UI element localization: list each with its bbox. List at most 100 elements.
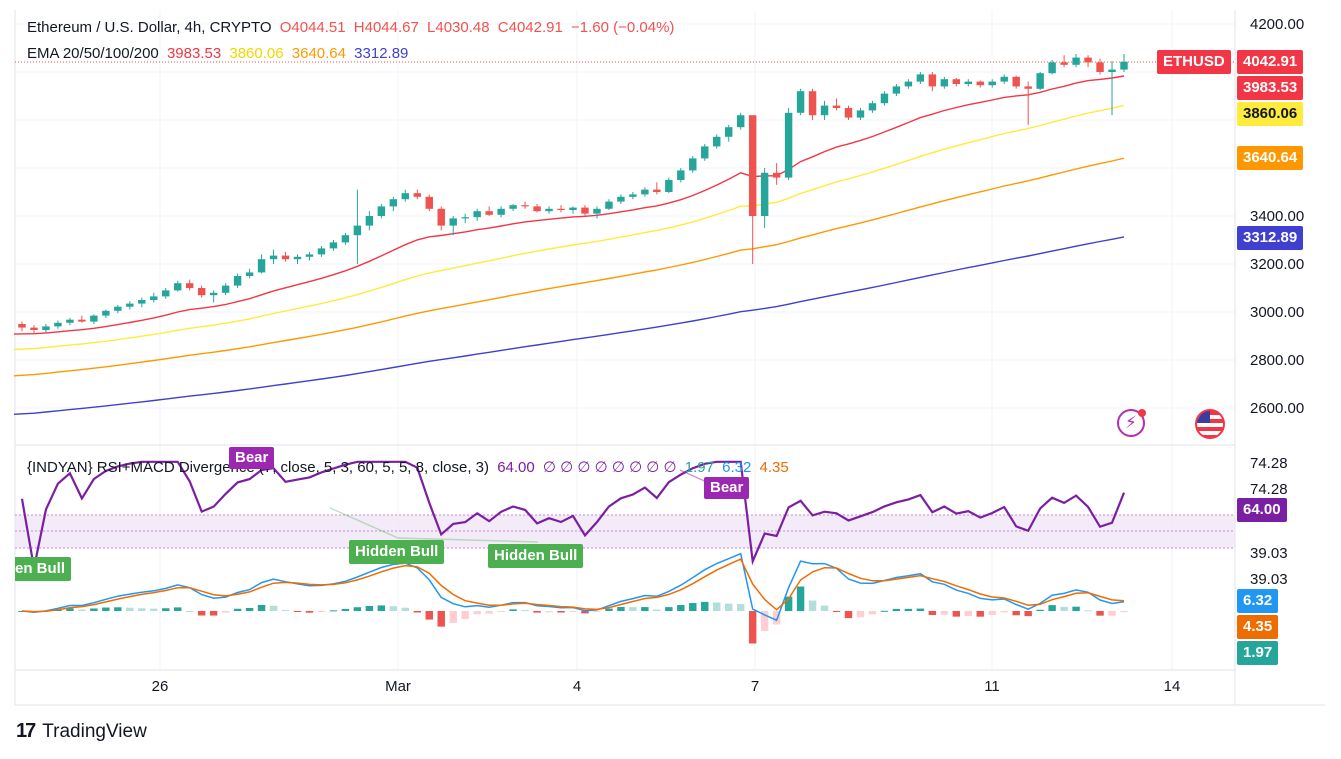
- histogram-bar: [557, 611, 565, 613]
- histogram-bar: [569, 611, 577, 612]
- candle: [940, 76, 949, 89]
- ohlc-close: C4042.91: [497, 19, 563, 36]
- histogram-bar: [1024, 611, 1032, 617]
- histogram-bar: [138, 608, 146, 611]
- grid-lines: [15, 10, 1235, 670]
- ema200-value: 3312.89: [354, 45, 409, 62]
- candle: [820, 100, 829, 120]
- histogram-bar: [233, 608, 242, 611]
- candle: [856, 108, 865, 120]
- candle: [317, 246, 326, 257]
- candle: [365, 211, 374, 231]
- candle: [30, 325, 38, 334]
- lightning-icon[interactable]: ⚡: [1117, 409, 1145, 437]
- ema20-tag: 3983.53: [1237, 76, 1304, 100]
- candle: [1096, 58, 1104, 75]
- histogram-bar: [629, 607, 637, 611]
- ema100-line: [13, 157, 1125, 377]
- hist-tag: 1.97: [1237, 641, 1279, 665]
- candle: [126, 301, 134, 310]
- candle: [377, 204, 386, 219]
- candle: [988, 79, 996, 88]
- histogram-bar: [844, 611, 853, 619]
- histogram-bar: [1108, 611, 1116, 616]
- histogram-bar: [677, 605, 685, 611]
- candle: [521, 201, 529, 209]
- ema-header: EMA 20/50/100/200 3983.53 3860.06 3640.6…: [27, 45, 412, 62]
- ohlc-low: L4030.48: [427, 19, 490, 36]
- macd-tag: 6.32: [1237, 589, 1279, 613]
- indicator-lines: [20, 460, 1126, 622]
- indicator-tick-label: 39.03: [1250, 571, 1288, 588]
- histogram-bar: [1120, 611, 1128, 613]
- candle: [425, 194, 433, 212]
- candle: [138, 297, 146, 308]
- candle: [1060, 55, 1068, 68]
- candle: [102, 309, 110, 318]
- candle: [1072, 54, 1080, 68]
- time-tick-label: Mar: [385, 678, 411, 695]
- candle: [473, 208, 481, 221]
- histogram-bar: [102, 607, 110, 611]
- histogram-bar: [245, 607, 254, 611]
- candle: [449, 216, 457, 236]
- candle: [54, 320, 62, 329]
- indicator-macd-value: 6.32: [722, 459, 752, 476]
- histogram-bar: [725, 603, 733, 611]
- histogram-bar: [150, 608, 158, 611]
- candle: [892, 84, 901, 96]
- price-tick-label: 2800.00: [1250, 352, 1304, 369]
- candle: [245, 268, 254, 279]
- candle: [976, 80, 984, 88]
- candle: [725, 124, 733, 142]
- candle: [257, 254, 266, 274]
- us-flag-icon[interactable]: [1195, 409, 1225, 439]
- histogram-bar: [1072, 606, 1080, 611]
- candle: [557, 205, 565, 213]
- rsi-line: [20, 460, 1126, 569]
- histogram-bar: [665, 607, 673, 611]
- time-tick-label: 11: [984, 678, 1000, 695]
- histogram-bar: [808, 600, 817, 611]
- histogram-bar: [437, 611, 445, 627]
- candle: [78, 315, 86, 323]
- histogram-bar: [581, 611, 589, 614]
- histogram-bar: [1000, 611, 1008, 613]
- histogram-bar: [904, 608, 913, 611]
- histogram-bar: [952, 611, 961, 617]
- signal-tag: 4.35: [1237, 615, 1279, 639]
- candle: [581, 205, 589, 216]
- histogram-bar: [401, 607, 410, 611]
- candle: [233, 273, 242, 288]
- histogram-bar: [689, 603, 697, 611]
- candle: [952, 78, 961, 87]
- candle: [677, 168, 685, 183]
- histogram-bar: [1084, 610, 1092, 612]
- tradingview-logo-icon: 17: [16, 720, 36, 742]
- histogram-bar: [257, 604, 266, 611]
- candle: [533, 204, 541, 213]
- histogram-bar: [748, 611, 757, 644]
- histogram-bar: [713, 602, 721, 611]
- histogram-bar: [293, 611, 302, 612]
- symbol-title: Ethereum / U.S. Dollar, 4h, CRYPTO: [27, 19, 272, 36]
- candle: [389, 196, 398, 212]
- histogram-bar: [497, 611, 505, 612]
- candle: [329, 240, 338, 251]
- symbol-header: Ethereum / U.S. Dollar, 4h, CRYPTO O4044…: [27, 19, 678, 36]
- histogram-bar: [1096, 611, 1104, 616]
- histogram-bar: [114, 607, 122, 611]
- candle: [904, 79, 913, 89]
- candle: [437, 206, 445, 231]
- histogram-bar: [425, 611, 433, 620]
- candle: [928, 72, 937, 92]
- ohlc-open: O4044.51: [279, 19, 346, 36]
- bear-label-2: Bear: [704, 477, 750, 499]
- tradingview-brand-text: TradingView: [42, 720, 147, 742]
- candle: [844, 105, 853, 120]
- candle: [593, 206, 601, 219]
- candle: [413, 189, 421, 200]
- ohlc-change: −1.60 (−0.04%): [571, 19, 675, 36]
- ema200-line: [13, 236, 1125, 415]
- histogram-bar: [174, 607, 182, 611]
